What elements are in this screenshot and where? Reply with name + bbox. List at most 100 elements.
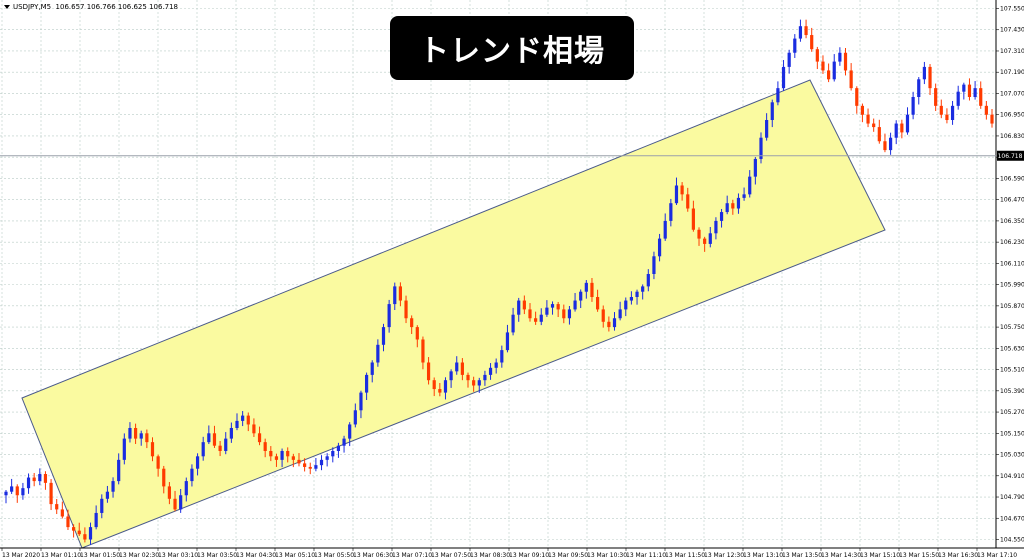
candle-body [105,491,110,499]
candle-body [100,498,104,513]
candle [224,432,228,455]
candle [719,208,724,228]
candle [122,433,126,465]
candle [776,81,780,106]
candle [567,305,572,325]
candle-body [10,486,14,492]
candle [88,522,93,545]
candle [449,369,453,388]
candle [703,236,707,252]
candle [455,356,459,375]
candle [787,49,791,74]
candle-body [522,300,526,310]
x-tick-label: 13 Mar 03:10 [158,552,198,559]
dropdown-triangle-icon[interactable] [4,5,10,9]
candle-body [849,70,853,89]
x-tick-label: 13 Mar 16:30 [938,552,978,559]
candle [596,289,600,312]
candle-body [269,451,273,457]
candle-body [494,362,498,368]
candle [849,63,853,91]
candle [195,453,200,476]
y-tick-label: 106.950 [1000,112,1024,119]
candle-body [331,451,335,457]
candle-body [804,26,808,36]
candle-body [364,374,369,393]
candle-body [252,424,256,434]
candle [522,295,526,315]
candle-body [319,459,324,466]
candle-body [990,114,994,124]
candle [83,527,87,543]
candle [212,425,217,448]
y-tick-label: 107.070 [1000,90,1024,97]
candle [381,323,386,352]
candle [139,430,143,446]
candle-body [421,339,425,363]
candle [556,301,560,318]
candle-body [173,498,177,510]
x-tick-label: 13 Mar 06:30 [353,552,393,559]
candle-body [122,438,126,460]
candle-body [911,96,915,115]
candle [319,455,324,471]
y-tick-label: 105.270 [1000,409,1024,416]
candle-body [184,481,188,496]
y-tick-label: 105.390 [1000,388,1024,395]
candle-body [167,486,171,499]
candle [314,457,318,472]
candle-body [928,66,932,89]
y-tick-label: 106.350 [1000,218,1024,225]
y-tick-label: 106.110 [1000,260,1024,267]
candle [4,489,8,504]
candle [618,301,622,321]
candle [990,109,994,128]
candle-body [443,380,448,393]
candle-body [759,137,763,159]
candle [100,494,104,519]
candle-body [855,88,859,106]
candle [888,132,893,155]
y-tick-label: 104.910 [1000,473,1024,480]
candle [967,78,972,101]
candle-body [179,495,183,510]
candle [950,100,955,125]
candle [472,376,476,392]
candle [725,195,729,215]
price-axis: 107.550 107.430 107.310 107.190 107.070 106.9… [996,5,1024,544]
candle [624,297,628,317]
x-tick-label: 13 Mar 09:10 [509,552,549,559]
candle [466,372,470,388]
candle-body [274,456,279,460]
candle-body [573,300,577,310]
candle-body [765,120,769,138]
candle [641,284,645,300]
x-tick-label: 13 Mar 07:10 [392,552,432,559]
candle-body [657,238,662,257]
candle-body [455,362,459,372]
candle [421,336,425,370]
candle [325,453,329,467]
current-price-tag: 106.718 [997,150,1024,161]
candle-body [241,415,245,421]
candle-body [534,318,538,322]
candle-body [466,374,470,381]
candle [855,86,859,114]
candle-body [201,442,205,457]
candle-body [624,300,628,310]
candle [167,482,171,505]
candle [657,233,662,262]
candle-body [956,91,960,106]
candle-body [798,26,803,39]
candle-body [438,389,442,393]
candle [708,226,712,248]
candle-body [939,105,943,115]
candle [387,299,391,333]
y-tick-label: 106.590 [1000,175,1024,182]
candle-body [145,433,149,443]
x-tick-label: 13 Mar 11:10 [626,552,666,559]
candle [781,60,786,92]
candle-body [505,332,510,351]
